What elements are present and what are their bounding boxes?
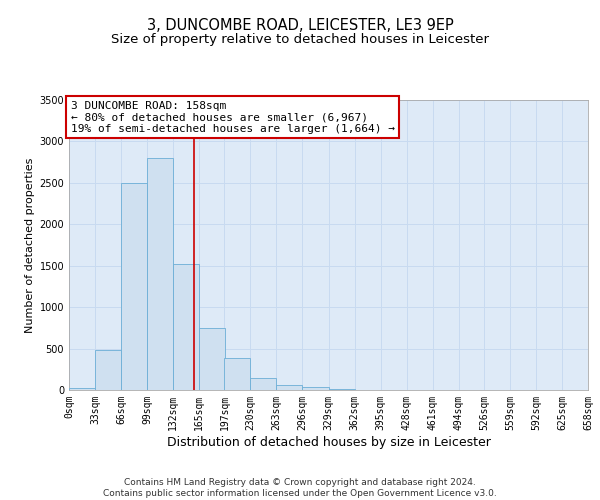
Bar <box>277 384 302 390</box>
Bar <box>121 183 147 390</box>
X-axis label: Distribution of detached houses by size in Leicester: Distribution of detached houses by size … <box>167 436 490 448</box>
Bar <box>95 350 121 390</box>
Bar <box>199 328 225 390</box>
Text: Size of property relative to detached houses in Leicester: Size of property relative to detached ho… <box>111 32 489 46</box>
Bar <box>250 378 277 390</box>
Bar <box>302 386 329 390</box>
Y-axis label: Number of detached properties: Number of detached properties <box>25 158 35 332</box>
Bar <box>147 158 173 390</box>
Bar <box>173 264 199 390</box>
Bar <box>224 358 250 390</box>
Bar <box>329 389 355 390</box>
Text: 3, DUNCOMBE ROAD, LEICESTER, LE3 9EP: 3, DUNCOMBE ROAD, LEICESTER, LE3 9EP <box>146 18 454 32</box>
Bar <box>69 388 95 390</box>
Text: Contains HM Land Registry data © Crown copyright and database right 2024.
Contai: Contains HM Land Registry data © Crown c… <box>103 478 497 498</box>
Text: 3 DUNCOMBE ROAD: 158sqm
← 80% of detached houses are smaller (6,967)
19% of semi: 3 DUNCOMBE ROAD: 158sqm ← 80% of detache… <box>71 101 395 134</box>
